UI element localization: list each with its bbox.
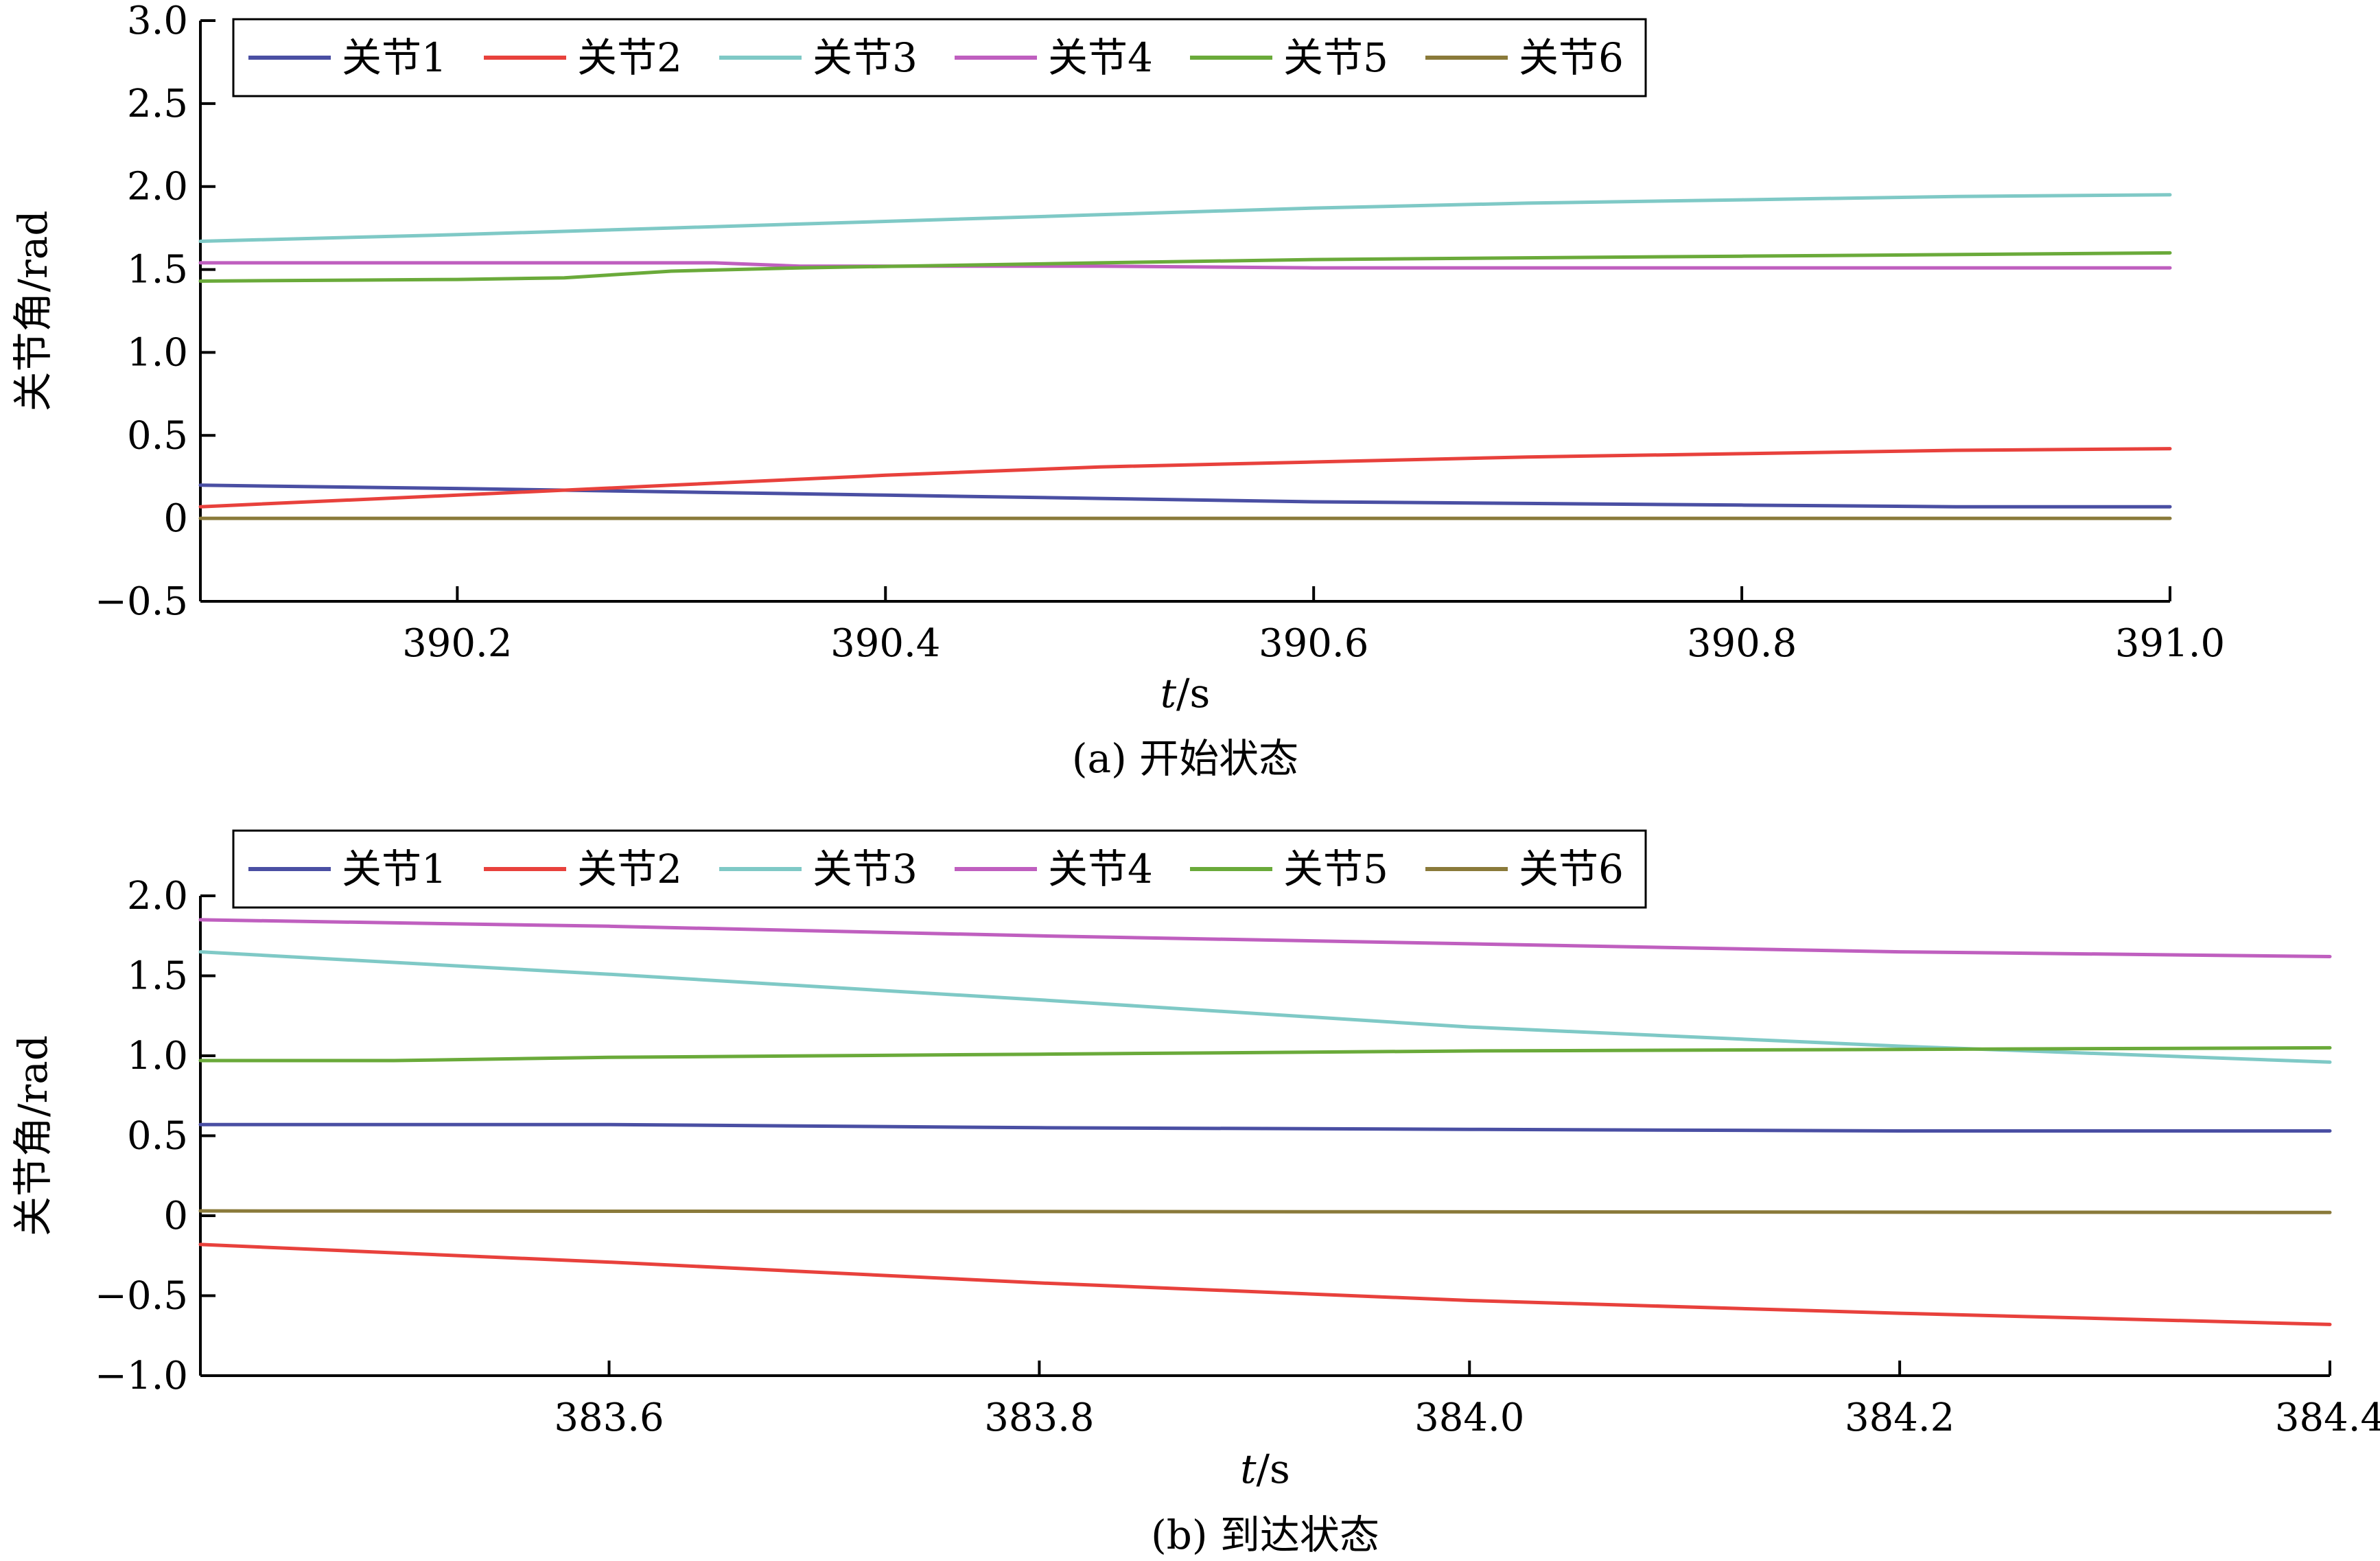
legend-label: 关节1 xyxy=(342,34,447,81)
x-tick-label: 390.2 xyxy=(402,621,512,666)
y-tick-label: 3.0 xyxy=(127,0,188,43)
x-axis-title-var: t xyxy=(1160,670,1177,717)
legend-label: 关节6 xyxy=(1519,846,1624,892)
x-tick-label: 390.4 xyxy=(830,621,940,666)
x-axis-title-var: t xyxy=(1240,1446,1257,1492)
series-line-2 xyxy=(198,1242,2332,1326)
x-tick-label: 384.4 xyxy=(2275,1396,2380,1440)
series-line-5 xyxy=(198,251,2172,283)
y-tick-label: −1.0 xyxy=(95,1354,188,1398)
legend-label: 关节3 xyxy=(813,34,918,81)
legend-label: 关节4 xyxy=(1048,846,1153,892)
series-line-5 xyxy=(198,1045,2332,1063)
x-tick-label: 384.0 xyxy=(1414,1396,1524,1440)
x-axis-title: t/s xyxy=(1160,670,1211,717)
x-axis-title-unit: /s xyxy=(1257,1446,1290,1492)
legend-box xyxy=(232,18,1647,97)
legend-label: 关节1 xyxy=(342,846,447,892)
legend-label: 关节5 xyxy=(1283,846,1388,892)
series-line-1 xyxy=(198,1122,2332,1133)
x-tick-label: 383.8 xyxy=(984,1396,1094,1440)
y-tick-label: −0.5 xyxy=(95,1274,188,1319)
y-tick-label: −0.5 xyxy=(95,579,188,624)
legend-label: 关节2 xyxy=(577,34,682,81)
legend-label: 关节6 xyxy=(1519,34,1624,81)
y-axis-title: 关节角/rad xyxy=(10,1035,56,1236)
x-tick-label: 391.0 xyxy=(2115,621,2225,666)
legend: 关节1 关节2 关节3 关节4 关节5 关节6 xyxy=(232,829,1647,909)
y-tick-label: 2.0 xyxy=(127,874,188,918)
y-tick-label: 0.5 xyxy=(127,1114,188,1159)
panel-caption: (a) 开始状态 xyxy=(1072,735,1298,782)
y-tick-label: 1.0 xyxy=(127,1034,188,1078)
x-tick-label: 383.6 xyxy=(554,1396,664,1440)
series-line-4 xyxy=(198,918,2332,958)
x-axis-title: t/s xyxy=(1240,1446,1290,1492)
legend-label: 关节5 xyxy=(1283,34,1388,81)
panel-caption: (b) 到达状态 xyxy=(1151,1512,1379,1558)
y-tick-label: 1.0 xyxy=(127,330,188,375)
series-line-4 xyxy=(198,261,2172,270)
y-tick-label: 1.5 xyxy=(127,248,188,292)
chart-panel-b: −1.0 −0.5 0 0.5 1.0 1.5 2.0 383.6 383.8 384.0 384.… xyxy=(10,829,2380,1558)
legend-label: 关节2 xyxy=(577,846,682,892)
y-axis-title: 关节角/rad xyxy=(10,211,56,412)
x-tick-label: 390.8 xyxy=(1687,621,1797,666)
series-line-3 xyxy=(198,950,2332,1064)
series-line-3 xyxy=(198,193,2172,243)
legend-label: 关节4 xyxy=(1048,34,1153,81)
x-tick-label: 384.2 xyxy=(1845,1396,1955,1440)
legend-box xyxy=(232,829,1647,909)
chart-panel-a: −0.5 0 0.5 1.0 1.5 2.0 2.5 3.0 390.2 390.4 390.6 39… xyxy=(10,0,2225,782)
series-line-2 xyxy=(198,447,2172,509)
series-line-1 xyxy=(198,483,2172,509)
y-tick-label: 0 xyxy=(163,1194,188,1238)
legend: 关节1 关节2 关节3 关节4 关节5 关节6 xyxy=(232,18,1647,97)
series-line-6 xyxy=(198,1209,2332,1214)
y-tick-label: 0.5 xyxy=(127,413,188,458)
y-tick-label: 2.0 xyxy=(127,165,188,209)
y-tick-label: 0 xyxy=(163,496,188,541)
x-axis-title-unit: /s xyxy=(1176,670,1210,717)
y-tick-label: 2.5 xyxy=(127,82,188,126)
legend-label: 关节3 xyxy=(813,846,918,892)
y-tick-label: 1.5 xyxy=(127,954,188,999)
x-tick-label: 390.6 xyxy=(1259,621,1368,666)
